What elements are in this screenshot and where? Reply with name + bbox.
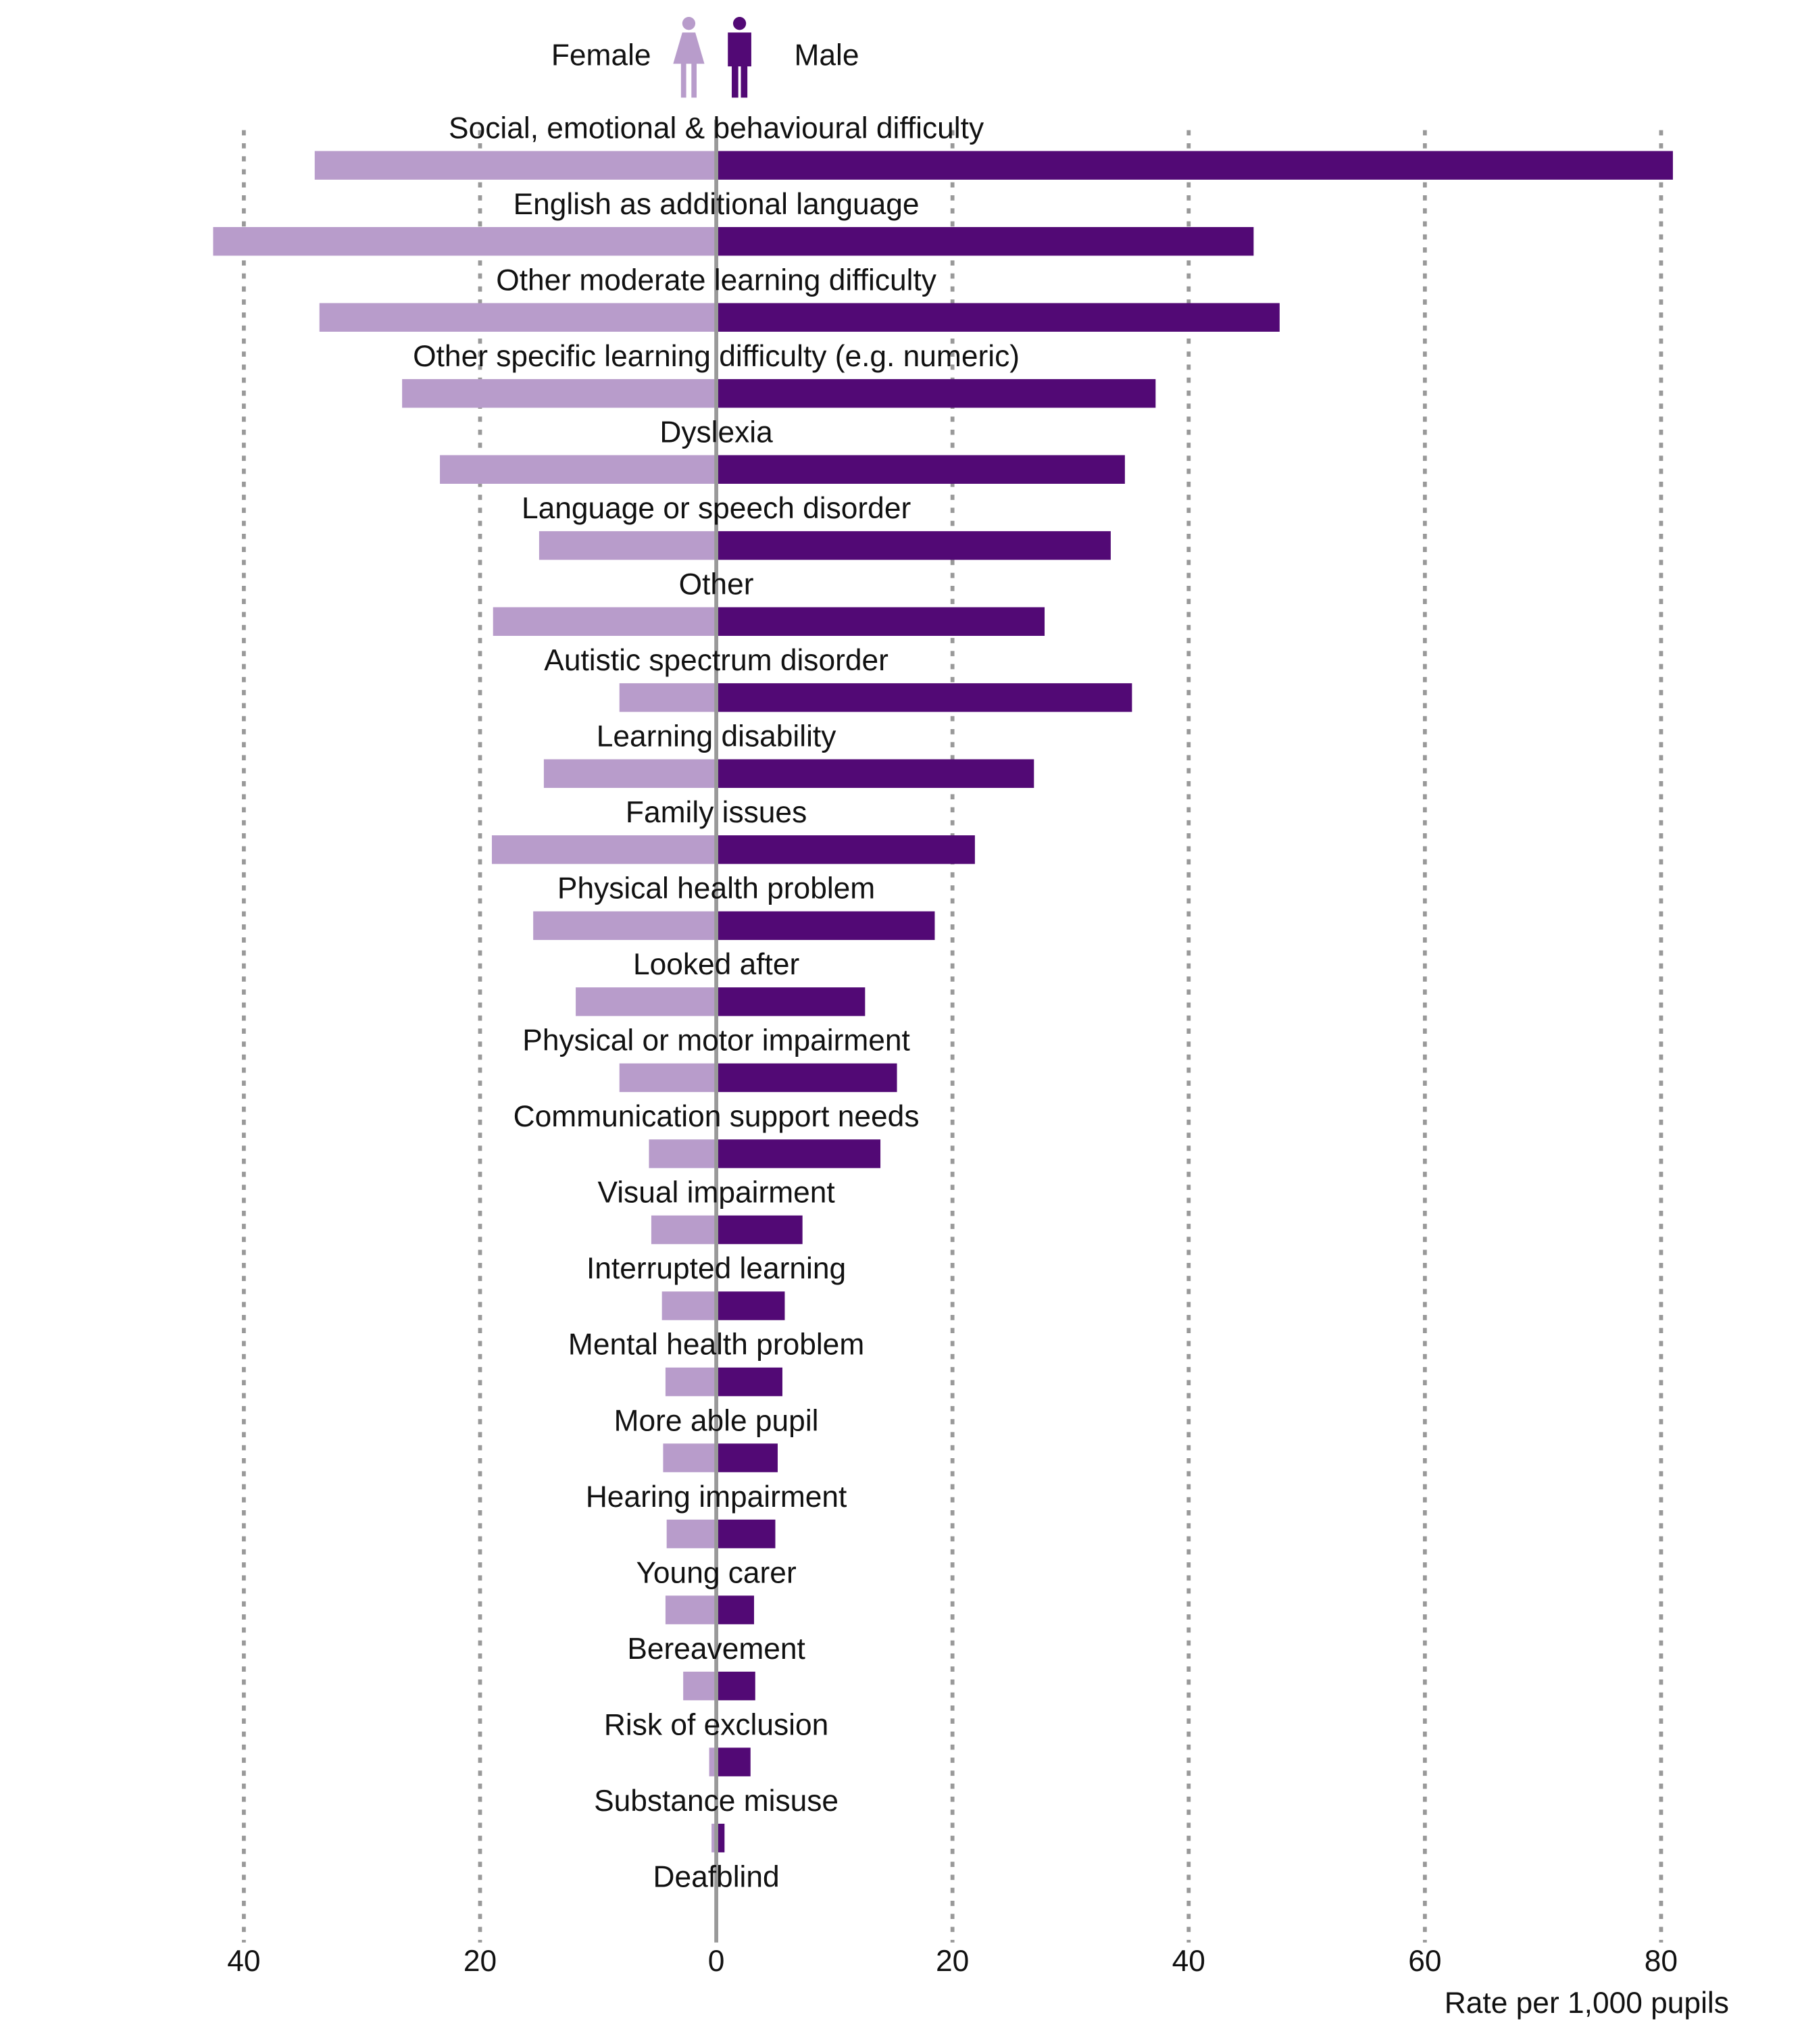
category-label: More able pupil [614,1404,819,1437]
bar [716,1443,778,1472]
category-label: English as additional language [514,188,920,221]
category-label: Young carer [636,1556,796,1589]
bar [533,911,717,941]
category-label: Family issues [626,796,807,829]
category-label: Looked after [633,948,800,981]
bar [716,683,1132,712]
x-tick-label: 80 [1645,1945,1678,1978]
bar [665,1595,717,1624]
bar [665,1367,717,1397]
bar [716,835,975,864]
bar [716,1823,725,1853]
bar [661,1291,717,1320]
bar [576,987,717,1016]
bar [716,151,1673,180]
category-label: Other [679,568,754,601]
x-tick-label: 0 [708,1945,725,1978]
bar [666,1519,717,1549]
category-label: Dyslexia [659,416,773,449]
category-label: Other specific learning difficulty (e.g.… [413,340,1020,373]
bar [716,1671,755,1701]
bar [716,227,1254,256]
bar [651,1215,717,1245]
bar [440,455,717,484]
bar [491,835,717,864]
category-label: Other moderate learning difficulty [496,264,937,297]
bar [493,607,717,637]
bar [663,1443,717,1472]
category-label: Visual impairment [597,1176,834,1210]
bar [716,1747,751,1776]
x-tick-label: 40 [1172,1945,1205,1978]
bar [716,759,1034,789]
bar [649,1139,717,1168]
category-label: Physical or motor impairment [522,1024,910,1057]
bar [619,683,717,712]
bar [716,1519,776,1549]
category-label: Communication support needs [514,1100,920,1133]
bar [539,531,717,560]
bar [543,759,717,789]
bar [716,455,1125,484]
bar [716,531,1111,560]
category-label: Deafblind [653,1860,780,1893]
category-label: Interrupted learning [586,1252,846,1285]
category-label: Social, emotional & behavioural difficul… [449,111,984,145]
bar [716,1291,785,1320]
bar [709,1747,717,1776]
category-label: Hearing impairment [586,1480,847,1514]
category-label: Autistic spectrum disorder [544,644,889,677]
bar [716,1139,881,1168]
bar [711,1823,717,1853]
category-label: Risk of exclusion [604,1708,828,1741]
category-label: Language or speech disorder [522,492,911,525]
bar [716,303,1280,332]
bar [683,1671,717,1701]
bar [213,227,717,256]
bar [716,911,935,941]
category-label: Mental health problem [568,1328,864,1362]
legend: Female Male [551,17,859,98]
category-label: Bereavement [627,1632,805,1666]
bar [716,1215,803,1245]
bar [716,379,1156,408]
bar [716,1063,897,1093]
bar [402,379,717,408]
category-label: Substance misuse [594,1785,839,1818]
bar [716,1595,755,1624]
bar [319,303,717,332]
x-tick-label: 20 [936,1945,969,1978]
legend-icon-male [728,17,751,98]
legend-label: Male [795,39,859,72]
x-axis-title: Rate per 1,000 pupils [1445,1987,1729,2020]
x-tick-label: 20 [464,1945,497,1978]
x-tick-label: 60 [1408,1945,1441,1978]
bar [716,987,866,1016]
bar [619,1063,717,1093]
category-label: Physical health problem [557,872,875,905]
legend-label: Female [551,39,651,72]
bar [716,1367,782,1397]
bar [314,151,717,180]
legend-icon-female [673,17,705,98]
category-label: Learning disability [597,720,836,753]
bar [716,607,1045,637]
x-tick-label: 40 [227,1945,260,1978]
